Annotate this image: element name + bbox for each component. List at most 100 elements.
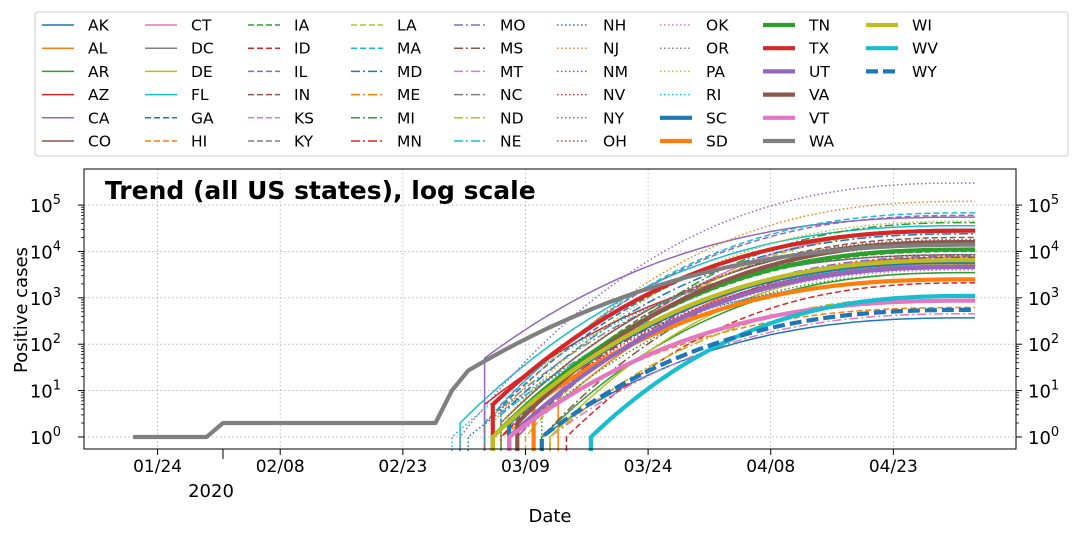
y-tick-label: 104 bbox=[30, 239, 61, 263]
legend-label-ma: MA bbox=[397, 40, 421, 58]
legend: AK AL AR AZ CA CO CT DC DE FL GA HI IA ID IL IN KS KY LA MA… bbox=[34, 11, 1069, 157]
y-tick-label: 102 bbox=[30, 332, 61, 356]
legend-label-md: MD bbox=[397, 63, 422, 81]
legend-label-wi: WI bbox=[912, 17, 932, 35]
x-axis: 01/24 02/08 02/23 03/09 03/24 04/08 04/23 bbox=[133, 449, 918, 477]
plot-area bbox=[83, 168, 1017, 450]
legend-label-ga: GA bbox=[191, 109, 214, 127]
x-tick-label: 03/09 bbox=[501, 457, 550, 477]
series-line-wa bbox=[133, 242, 976, 440]
legend-label-wy: WY bbox=[912, 63, 937, 81]
legend-label-mi: MI bbox=[397, 109, 415, 127]
x-tick-label: 01/24 bbox=[133, 457, 182, 477]
legend-label-hi: HI bbox=[191, 133, 207, 151]
series-line-ny bbox=[459, 182, 976, 451]
series-lines bbox=[133, 182, 976, 451]
x-tick-label: 03/24 bbox=[624, 457, 673, 477]
legend-label-fl: FL bbox=[191, 86, 209, 104]
y-tick-label: 101 bbox=[30, 379, 61, 403]
legend-label-sc: SC bbox=[706, 109, 727, 127]
y-tick-label-right: 103 bbox=[1028, 286, 1059, 310]
y-axis: 100 100 101 101 102 102 103 103 104 104 105 105 bbox=[30, 193, 1059, 449]
series-line-pa bbox=[500, 220, 976, 451]
series-line-ca bbox=[483, 216, 976, 451]
legend-label-il: IL bbox=[294, 63, 308, 81]
series-line-ma bbox=[483, 212, 976, 451]
legend-label-nd: ND bbox=[500, 109, 524, 127]
y-tick-label-right: 105 bbox=[1028, 193, 1059, 217]
legend-label-va: VA bbox=[809, 86, 830, 104]
legend-label-nh: NH bbox=[603, 17, 626, 35]
series-line-ut bbox=[507, 265, 976, 451]
legend-label-ks: KS bbox=[294, 109, 314, 127]
legend-label-ms: MS bbox=[500, 40, 523, 58]
legend-label-la: LA bbox=[397, 17, 417, 35]
legend-label-nj: NJ bbox=[603, 40, 619, 58]
legend-label-co: CO bbox=[88, 133, 111, 151]
series-line-ok bbox=[508, 269, 976, 451]
y-tick-label: 105 bbox=[30, 193, 61, 217]
series-line-fl bbox=[459, 224, 976, 451]
legend-label-tn: TN bbox=[808, 17, 830, 35]
series-line-nh bbox=[467, 278, 976, 451]
series-line-ks bbox=[508, 262, 976, 451]
legend-label-de: DE bbox=[191, 63, 213, 81]
x-tick-label: 04/08 bbox=[746, 457, 795, 477]
legend-label-or: OR bbox=[706, 40, 729, 58]
series-line-wi bbox=[490, 258, 976, 451]
legend-label-mo: MO bbox=[500, 17, 526, 35]
series-line-wv bbox=[588, 293, 976, 451]
legend-label-oh: OH bbox=[603, 133, 627, 151]
series-line-tx bbox=[490, 228, 976, 451]
series-line-id bbox=[565, 282, 976, 451]
series-line-ne bbox=[500, 264, 976, 451]
legend-label-ct: CT bbox=[191, 17, 212, 35]
legend-label-mn: MN bbox=[397, 133, 422, 151]
legend-label-ny: NY bbox=[603, 109, 625, 127]
series-line-nv bbox=[500, 264, 976, 451]
legend-label-in: IN bbox=[294, 86, 310, 104]
legend-label-vt: VT bbox=[809, 109, 830, 127]
y-axis-label: Positive cases bbox=[11, 247, 32, 373]
x-tick-label: 04/23 bbox=[869, 457, 918, 477]
legend-label-tx: TX bbox=[808, 40, 829, 58]
y-tick-label-right: 100 bbox=[1028, 425, 1059, 449]
legend-label-nc: NC bbox=[500, 86, 522, 104]
y-tick-label-right: 101 bbox=[1028, 379, 1059, 403]
y-tick-label-right: 102 bbox=[1028, 332, 1059, 356]
legend-label-ut: UT bbox=[809, 63, 830, 81]
series-line-sc bbox=[507, 259, 976, 451]
legend-label-ak: AK bbox=[88, 17, 110, 35]
legend-label-al: AL bbox=[88, 40, 108, 58]
legend-label-wa: WA bbox=[809, 133, 834, 151]
legend-label-ar: AR bbox=[88, 63, 110, 81]
series-line-md bbox=[500, 233, 976, 451]
x-axis-label: Date bbox=[528, 506, 571, 527]
chart-title: Trend (all US states), log scale bbox=[105, 176, 536, 205]
legend-label-sd: SD bbox=[706, 133, 728, 151]
legend-label-az: AZ bbox=[88, 86, 109, 104]
legend-label-pa: PA bbox=[706, 63, 725, 81]
legend-label-ne: NE bbox=[500, 133, 521, 151]
legend-label-ri: RI bbox=[706, 86, 721, 104]
legend-label-mt: MT bbox=[500, 63, 523, 81]
legend-label-ok: OK bbox=[706, 17, 729, 35]
legend-label-ky: KY bbox=[294, 133, 314, 151]
legend-label-nv: NV bbox=[603, 86, 626, 104]
x-tick-label: 02/08 bbox=[256, 457, 305, 477]
series-line-ak bbox=[541, 317, 976, 451]
x-axis-year-label: 2020 bbox=[188, 481, 234, 502]
series-line-ri bbox=[451, 253, 976, 451]
series-line-oh bbox=[508, 238, 976, 451]
x-tick-label: 02/23 bbox=[378, 457, 427, 477]
y-tick-label-right: 104 bbox=[1028, 239, 1059, 263]
series-line-tn bbox=[490, 247, 976, 451]
y-tick-label: 100 bbox=[30, 425, 61, 449]
legend-label-wv: WV bbox=[912, 40, 938, 58]
legend-label-me: ME bbox=[397, 86, 420, 104]
legend-label-ca: CA bbox=[88, 109, 110, 127]
legend-label-nm: NM bbox=[603, 63, 628, 81]
legend-label-ia: IA bbox=[294, 17, 310, 35]
